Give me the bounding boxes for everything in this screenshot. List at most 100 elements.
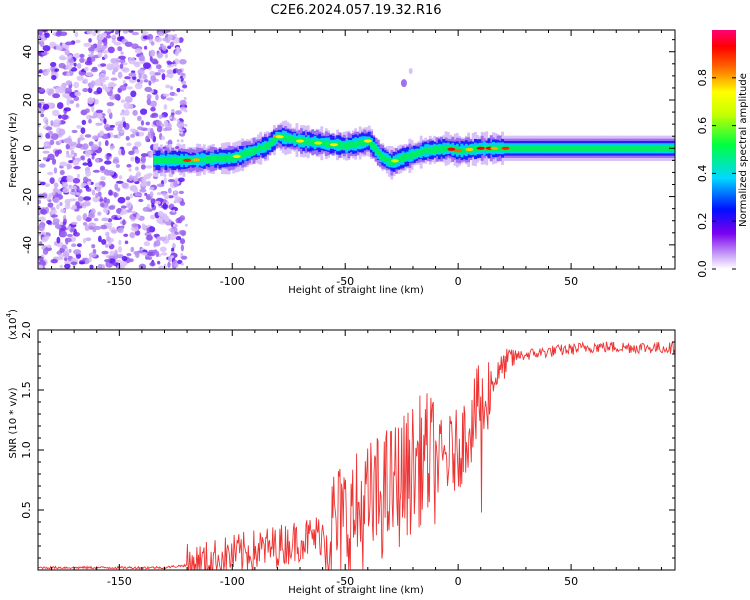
- snr-panel: -150 -100 -50 0 50 0.5 1.0 1.5 2.0 Height of st…: [5, 309, 676, 596]
- spectrogram-y-tick-label: -40: [21, 236, 34, 254]
- noise-blob: [50, 259, 58, 264]
- signal-band-cell: [164, 157, 168, 164]
- signal-band-cell: [437, 146, 441, 152]
- noise-blob: [172, 69, 177, 74]
- noise-blob: [48, 192, 54, 199]
- signal-hot-spot: [390, 159, 399, 163]
- noise-blob: [58, 139, 62, 144]
- noise-blob: [136, 79, 141, 83]
- noise-blob: [138, 263, 147, 269]
- noise-blob: [180, 253, 184, 257]
- noise-blob: [58, 128, 66, 136]
- noise-blob: [87, 158, 92, 164]
- noise-blob: [146, 93, 152, 100]
- noise-blob: [132, 175, 139, 182]
- colorbar-tick-label: 0.4: [696, 165, 709, 183]
- noise-blob: [38, 205, 41, 211]
- noise-blob: [168, 233, 177, 241]
- noise-blob: [97, 263, 103, 269]
- snr-x-tick-label: 50: [564, 575, 578, 588]
- signal-band-cell: [272, 136, 276, 144]
- noise-blob: [134, 141, 142, 148]
- noise-blob: [106, 154, 110, 161]
- noise-blob: [71, 188, 76, 193]
- noise-blob: [107, 46, 115, 54]
- noise-blob: [84, 134, 92, 138]
- noise-blob: [67, 225, 72, 231]
- noise-blob: [45, 119, 49, 126]
- noise-blob: [134, 148, 140, 154]
- signal-band-cell: [311, 139, 315, 146]
- noise-blob: [52, 222, 60, 226]
- noise-blob: [177, 259, 183, 265]
- noise-blob: [70, 261, 78, 266]
- signal-band-cell: [589, 145, 593, 152]
- signal-band-cell: [618, 145, 622, 152]
- noise-blob: [128, 168, 132, 172]
- signal-band-cell: [656, 145, 660, 152]
- signal-band-cell: [270, 138, 274, 146]
- signal-band-cell: [153, 156, 157, 164]
- noise-blob: [143, 62, 151, 70]
- noise-blob: [147, 251, 156, 257]
- noise-blob: [118, 175, 123, 180]
- snr-multiplier-base: (x10: [8, 317, 19, 340]
- noise-blob: [176, 88, 181, 93]
- noise-blob: [38, 87, 45, 93]
- noise-blob: [149, 191, 154, 198]
- snr-y-tick-label: 1.0: [20, 441, 33, 459]
- noise-blob: [154, 36, 163, 43]
- noise-blob: [59, 57, 68, 61]
- noise-blob: [42, 248, 49, 255]
- signal-band-cell: [306, 138, 310, 146]
- noise-blob: [47, 171, 54, 176]
- signal-artifact: [408, 68, 413, 75]
- signal-hot-spot: [232, 154, 241, 158]
- noise-blob: [66, 72, 70, 77]
- signal-band-cell: [178, 157, 181, 164]
- noise-blob: [60, 208, 66, 213]
- noise-blob: [58, 62, 66, 69]
- noise-blob: [91, 66, 98, 71]
- noise-blob: [40, 181, 46, 186]
- noise-blob: [145, 135, 150, 143]
- signal-band-cell: [245, 150, 249, 157]
- signal-band-cell: [510, 145, 513, 152]
- noise-blob: [91, 135, 100, 140]
- noise-blob: [146, 227, 151, 234]
- noise-blob: [112, 262, 119, 267]
- noise-blob: [52, 197, 60, 204]
- noise-blob: [113, 191, 118, 198]
- noise-blob: [104, 160, 112, 165]
- signal-band-cell: [627, 145, 631, 152]
- noise-blob: [173, 200, 177, 204]
- noise-blob: [124, 96, 133, 103]
- noise-blob: [84, 66, 89, 72]
- noise-blob: [65, 41, 74, 46]
- signal-band-cell: [401, 154, 405, 162]
- noise-blob: [64, 263, 71, 269]
- signal-band-cell: [342, 142, 346, 149]
- noise-blob: [167, 45, 172, 50]
- noise-blob: [63, 107, 71, 112]
- signal-band-cell: [338, 141, 342, 149]
- noise-blob: [122, 30, 129, 34]
- noise-blob: [54, 68, 60, 72]
- signal-band-cell: [641, 145, 644, 152]
- noise-blob: [182, 84, 188, 89]
- noise-blob: [156, 236, 163, 242]
- colorbar: 0.0 0.2 0.4 0.6 0.8 Normalized spectral ampl…: [696, 30, 749, 278]
- noise-blob: [123, 233, 129, 238]
- noise-blob: [62, 221, 67, 226]
- noise-blob: [126, 142, 132, 147]
- noise-blob: [125, 136, 130, 141]
- noise-blob: [138, 54, 145, 62]
- signal-band-cell: [266, 142, 270, 150]
- noise-blob: [117, 59, 126, 63]
- noise-blob: [159, 246, 167, 253]
- noise-blob: [121, 62, 128, 66]
- signal-band-cell: [611, 145, 615, 152]
- signal-band-cell: [440, 145, 443, 153]
- noise-blob: [59, 201, 63, 206]
- noise-blob: [61, 114, 68, 120]
